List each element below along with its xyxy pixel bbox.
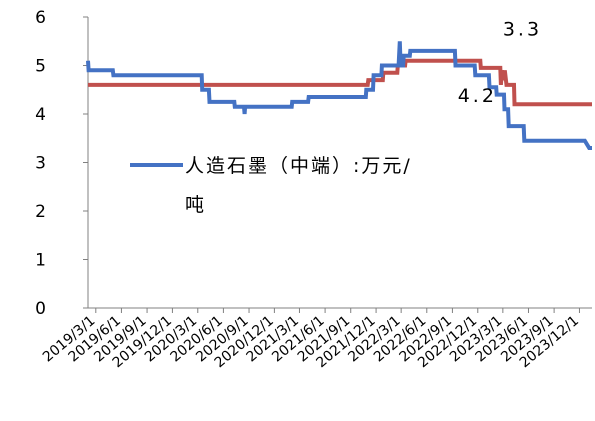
y-tick-label: 6 — [35, 8, 46, 28]
legend-label-line1: 人造石墨（中端）:万元/ — [185, 155, 412, 177]
y-tick-label: 2 — [35, 202, 46, 222]
legend: 人造石墨（中端）:万元/ 吨 — [130, 155, 412, 216]
y-tick-label: 4 — [35, 105, 46, 125]
series-layer — [86, 41, 592, 150]
series-line-blue — [86, 41, 592, 150]
annotation-layer: 3.3 4.2 — [458, 18, 542, 107]
series-line-red — [88, 58, 592, 107]
data-annotation-1: 4.2 — [458, 85, 497, 107]
y-tick-label: 0 — [35, 299, 46, 319]
legend-label-line2: 吨 — [185, 194, 204, 216]
data-annotation-0: 3.3 — [503, 18, 542, 40]
y-tick-label: 1 — [35, 251, 46, 271]
y-tick-label: 3 — [35, 154, 46, 174]
axes: 01234562019/3/12019/6/12019/9/12019/12/1… — [35, 8, 592, 371]
y-tick-label: 5 — [35, 57, 46, 77]
